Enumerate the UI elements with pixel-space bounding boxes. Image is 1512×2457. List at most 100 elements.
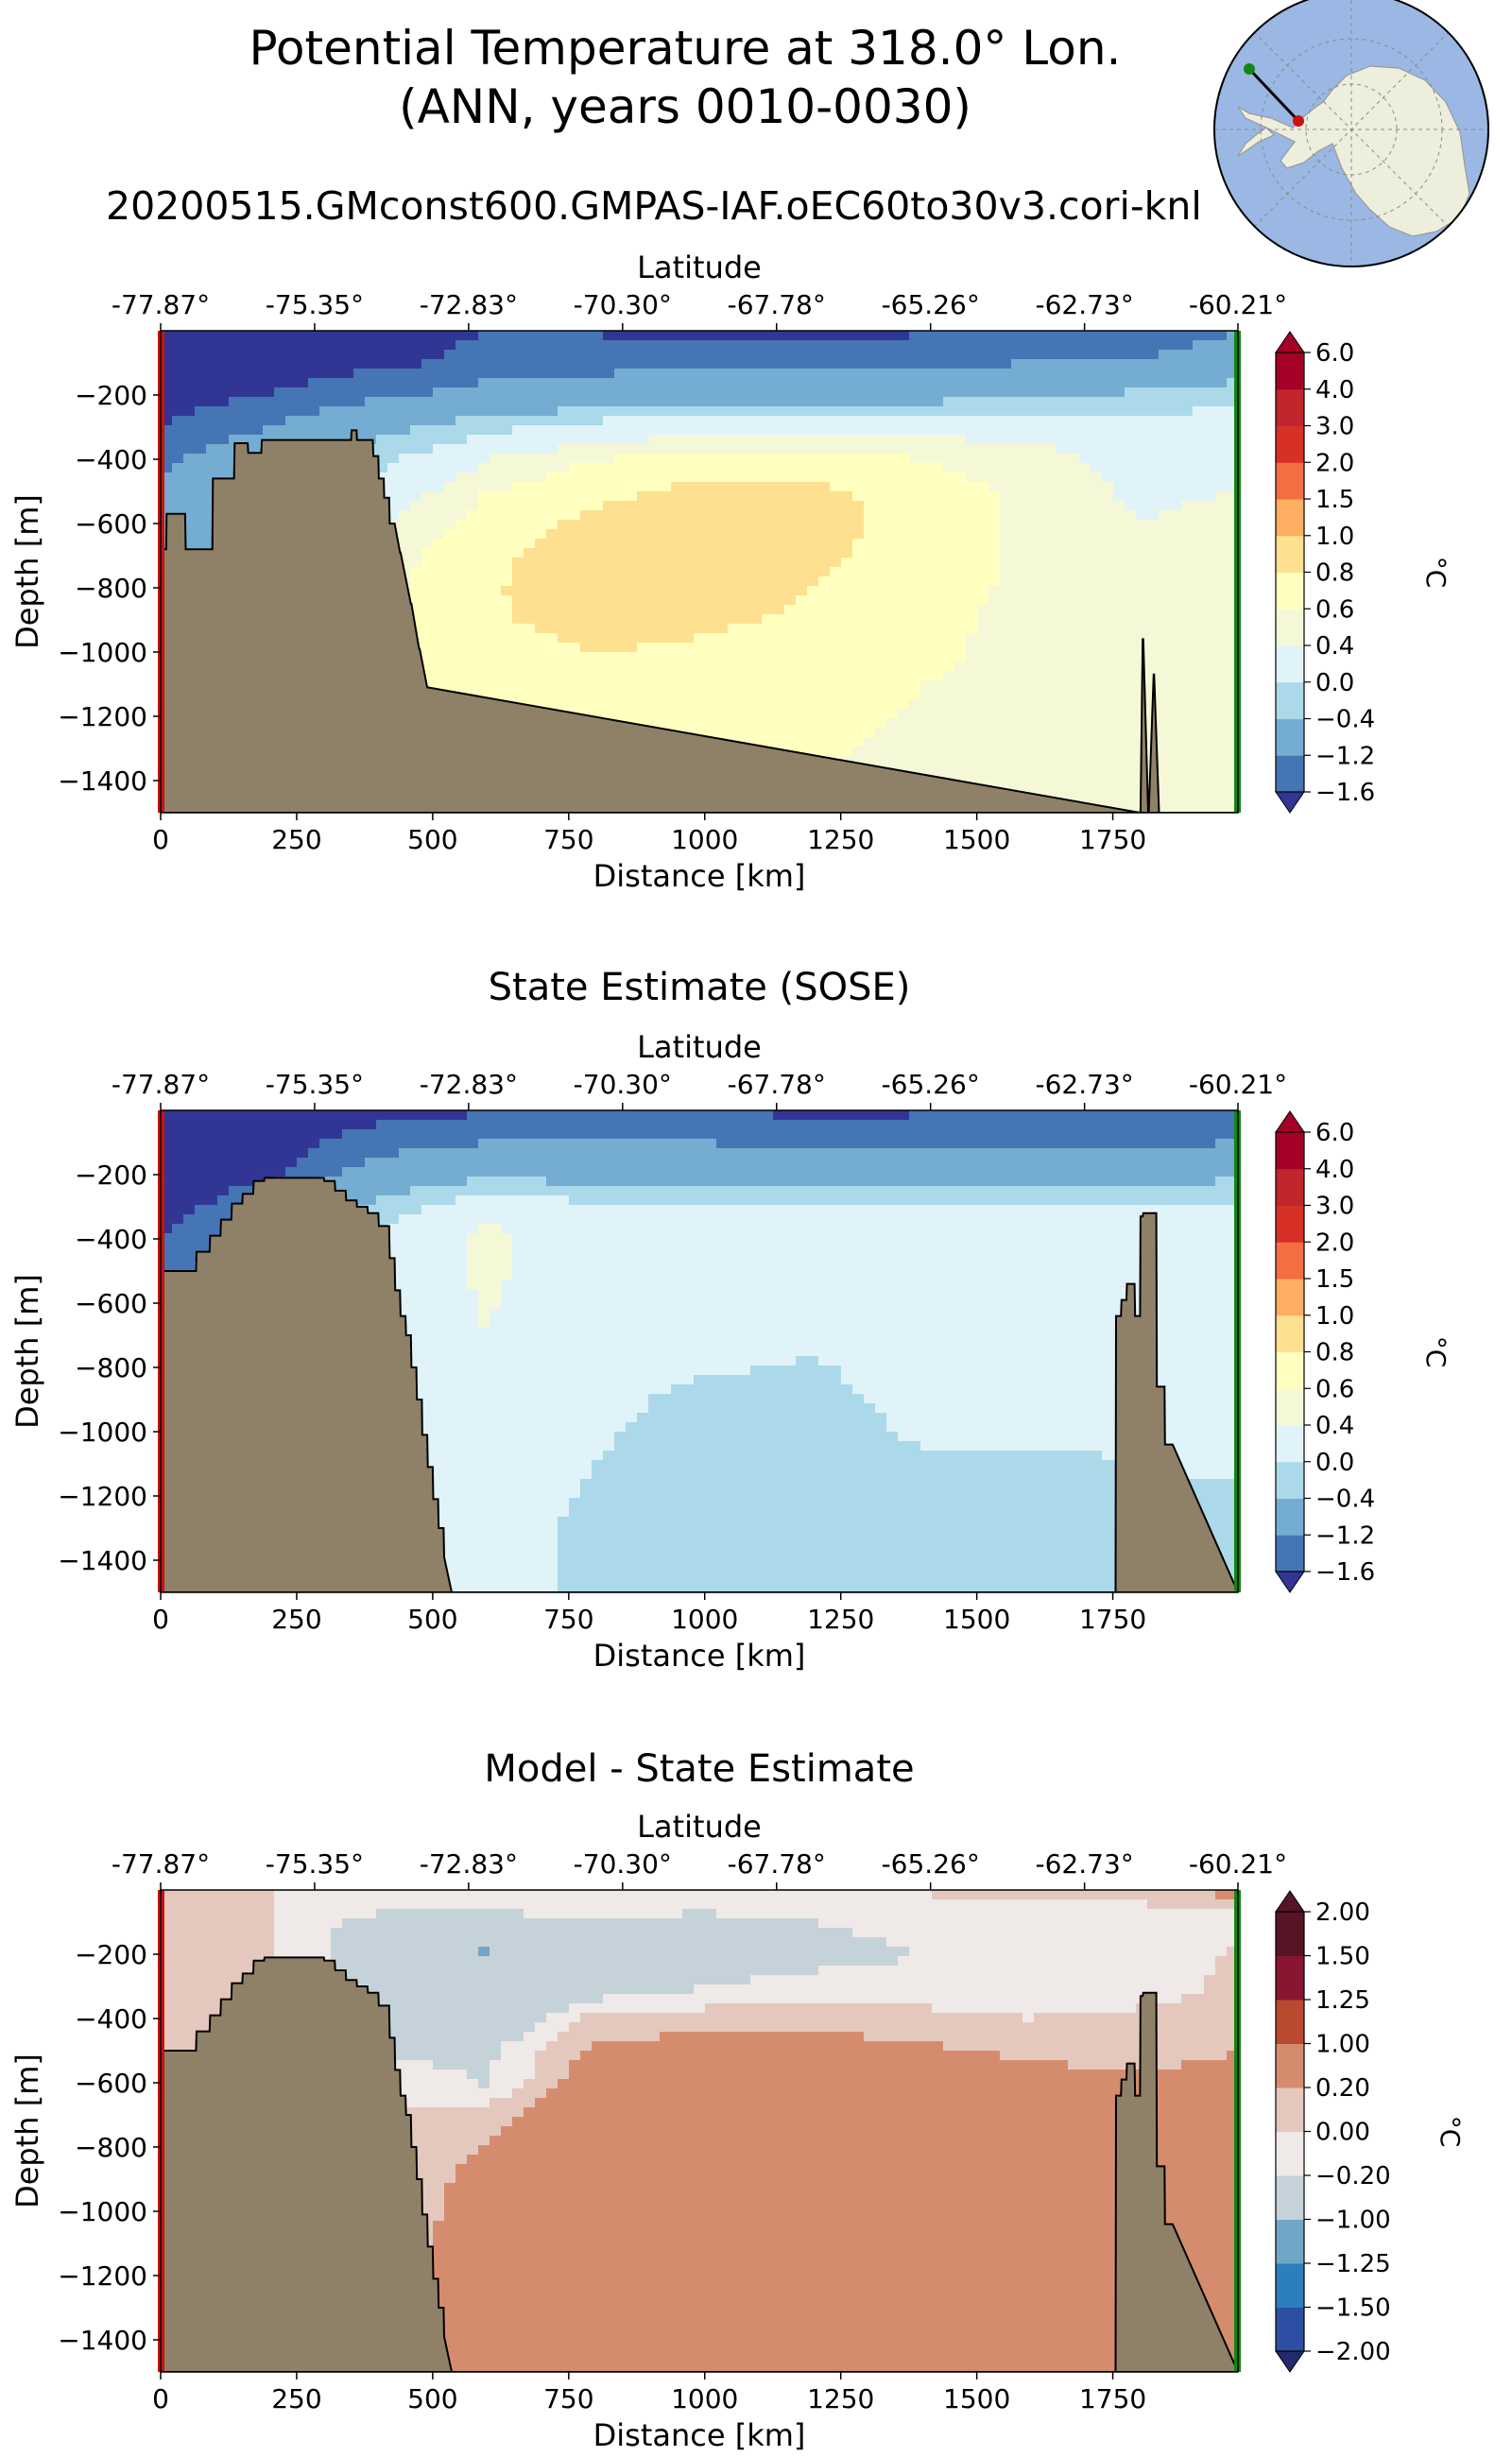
contour-cell — [274, 1110, 286, 1121]
colorbar-segment — [1276, 535, 1304, 573]
contour-cell — [1022, 567, 1035, 577]
contour-cell — [467, 359, 479, 369]
contour-cell — [1181, 633, 1194, 644]
contour-cell — [490, 624, 502, 634]
contour-cell — [1227, 784, 1238, 795]
contour-cell — [1102, 548, 1114, 558]
contour-cell — [592, 709, 604, 719]
contour-cell — [172, 482, 184, 492]
contour-cell — [1193, 340, 1205, 351]
contour-cell — [660, 435, 672, 445]
contour-cell — [1227, 567, 1238, 577]
contour-cell — [1159, 369, 1171, 379]
contour-cell — [966, 728, 978, 738]
contour-cell — [365, 369, 377, 379]
contour-cell — [977, 369, 989, 379]
contour-cell — [682, 397, 695, 407]
contour-cell — [501, 643, 513, 653]
contour-cell — [1102, 652, 1114, 662]
contour-cell — [966, 397, 978, 407]
contour-cell — [1227, 709, 1238, 719]
contour-cell — [637, 416, 649, 426]
contour-cell — [716, 614, 729, 625]
contour-cell — [864, 595, 876, 606]
contour-cell — [841, 567, 853, 577]
contour-cell — [1193, 775, 1205, 785]
contour-cell — [1068, 435, 1080, 445]
contour-cell — [387, 378, 400, 388]
contour-cell — [1079, 633, 1091, 644]
contour-cell — [1000, 425, 1012, 436]
contour-cell — [739, 491, 751, 502]
contour-cell — [841, 444, 853, 455]
contour-cell — [626, 472, 638, 483]
contour-cell — [1181, 491, 1194, 502]
contour-cell — [1136, 491, 1148, 502]
colorbar-segment — [1276, 425, 1304, 463]
contour-cell — [648, 633, 661, 644]
contour-cell — [841, 728, 853, 738]
contour-cell — [920, 709, 933, 719]
contour-cell — [1068, 728, 1080, 738]
contour-cell — [1181, 718, 1194, 729]
contour-cell — [195, 539, 207, 549]
contour-cell — [852, 510, 865, 521]
contour-cell — [558, 397, 570, 407]
contour-cell — [501, 586, 513, 596]
contour-cell — [648, 558, 661, 568]
contour-cell — [626, 671, 638, 681]
contour-cell — [977, 558, 989, 568]
contour-cell — [852, 558, 865, 568]
contour-cell — [285, 340, 298, 351]
contour-cell — [467, 633, 479, 644]
contour-cell — [1034, 756, 1046, 766]
contour-cell — [455, 1110, 468, 1121]
contour-cell — [886, 331, 899, 341]
contour-cell — [490, 491, 502, 502]
contour-cell — [365, 350, 377, 360]
contour-cell — [728, 350, 740, 360]
contour-cell — [558, 586, 570, 596]
contour-cell — [501, 595, 513, 606]
contour-cell — [966, 548, 978, 558]
panel-title-difference: Model - State Estimate — [484, 1747, 914, 1791]
contour-cell — [694, 605, 706, 615]
contour-cell — [1193, 690, 1205, 700]
contour-cell — [1170, 425, 1182, 436]
contour-cell — [1102, 539, 1114, 549]
contour-cell — [1215, 737, 1228, 747]
contour-cell — [263, 416, 275, 426]
contour-cell — [773, 699, 785, 710]
contour-cell — [682, 501, 695, 511]
contour-cell — [830, 444, 842, 455]
contour-cell — [966, 558, 978, 568]
contour-cell — [1181, 454, 1194, 464]
contour-cell — [1057, 662, 1069, 672]
contour-cell — [1102, 435, 1114, 445]
contour-cell — [626, 350, 638, 360]
colorbar-segment — [1276, 681, 1304, 719]
contour-cell — [988, 510, 1001, 521]
contour-cell — [603, 662, 615, 672]
contour-cell — [954, 520, 967, 530]
contour-cell — [524, 699, 536, 710]
contour-cell — [1193, 359, 1205, 369]
x-tick-label: 750 — [543, 824, 593, 855]
contour-cell — [1125, 472, 1137, 483]
contour-cell — [603, 340, 615, 351]
contour-cell — [762, 510, 774, 521]
contour-cell — [501, 605, 513, 615]
contour-cell — [954, 728, 967, 738]
contour-cell — [1215, 794, 1228, 804]
contour-cell — [444, 350, 456, 360]
contour-cell — [229, 350, 241, 360]
contour-cell — [524, 340, 536, 351]
contour-cell — [1000, 652, 1012, 662]
contour-cell — [161, 397, 173, 407]
contour-cell — [433, 652, 445, 662]
contour-cell — [898, 501, 910, 511]
contour-cell — [1000, 709, 1012, 719]
contour-cell — [342, 359, 354, 369]
contour-cell — [1113, 529, 1125, 540]
